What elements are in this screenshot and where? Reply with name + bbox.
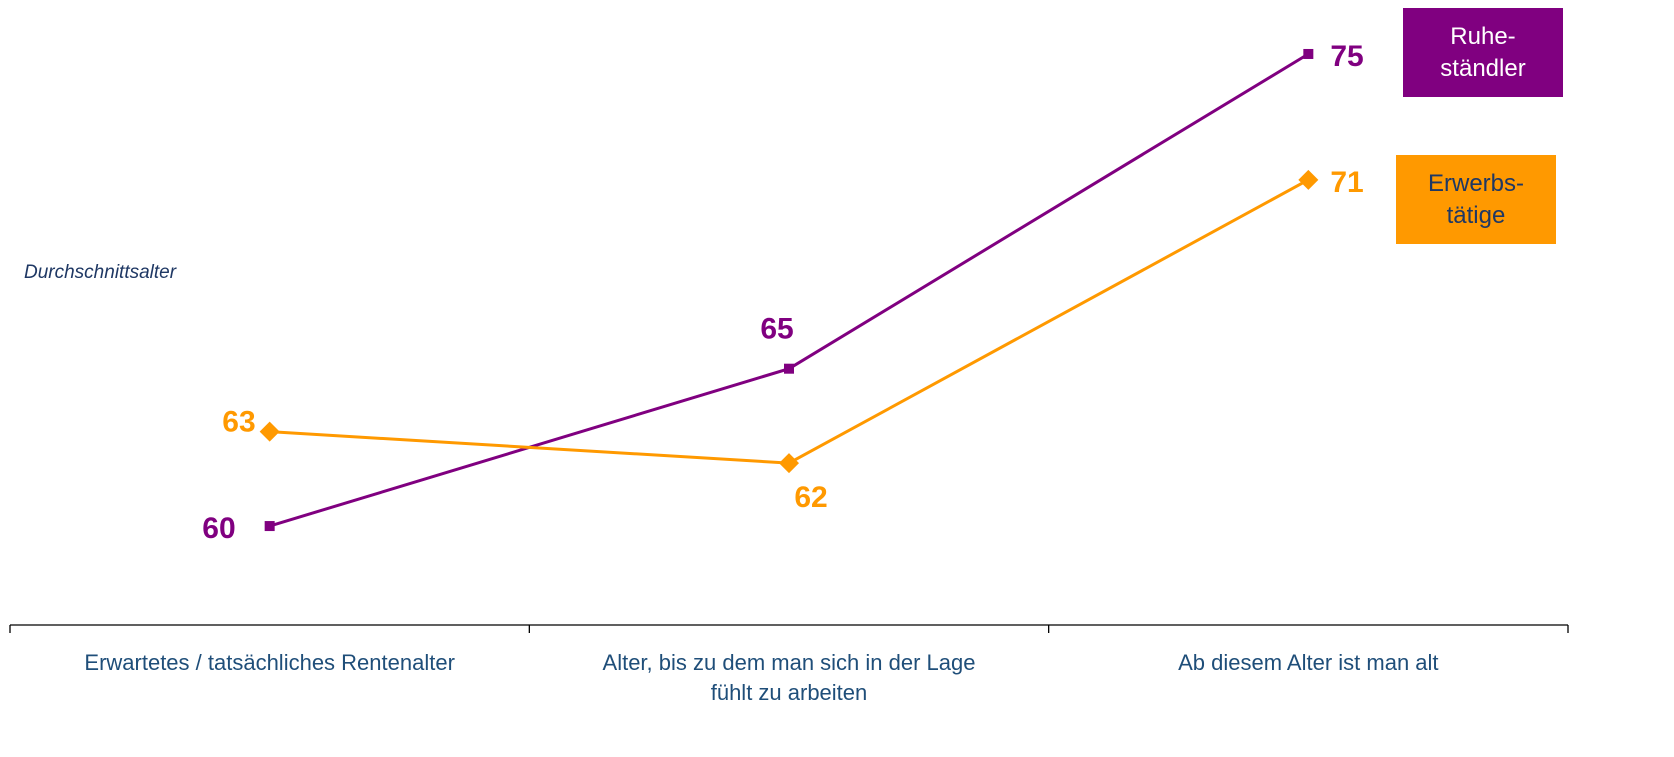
- point-marker: [779, 453, 799, 474]
- point-marker: [784, 363, 794, 374]
- x-tick-label: Ab diesem Alter ist man alt: [1178, 650, 1439, 675]
- x-tick-label: Alter, bis zu dem man sich in der Lage f…: [602, 650, 976, 705]
- data-label: 63: [222, 406, 255, 439]
- data-label: 71: [1330, 166, 1363, 199]
- data-label: 65: [760, 313, 793, 346]
- legend-entry: Ruhe- ständler: [1403, 8, 1563, 97]
- point-marker: [1298, 169, 1319, 190]
- point-marker: [264, 521, 275, 532]
- x-tick-label: Erwartetes / tatsächliches Rentenalter: [84, 650, 455, 675]
- y-axis-label: Durchschnittsalter: [24, 262, 177, 283]
- data-label: 75: [1330, 40, 1363, 73]
- point-marker: [259, 421, 280, 442]
- data-label: 60: [202, 512, 235, 545]
- point-marker: [1303, 48, 1314, 59]
- legend-entry: Erwerbs- tätige: [1396, 155, 1556, 244]
- data-label: 62: [794, 481, 827, 514]
